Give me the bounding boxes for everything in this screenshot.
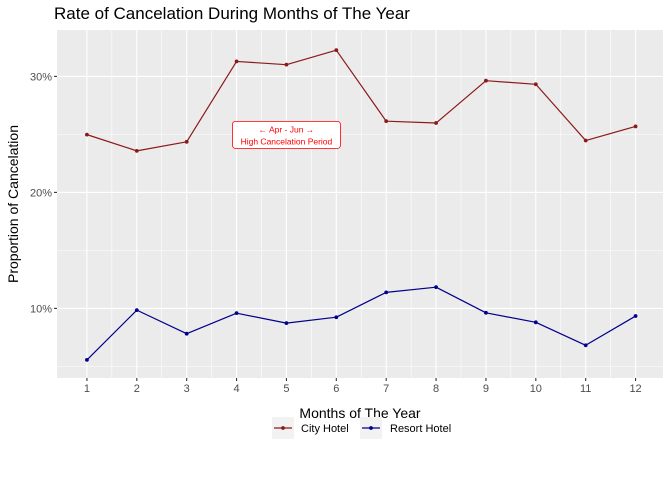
plot-panel — [57, 30, 663, 378]
city-hotel-point — [334, 48, 339, 53]
x-tick-label: 12 — [629, 383, 641, 395]
resort-hotel-point — [184, 331, 189, 336]
resort-hotel-point — [134, 308, 139, 313]
resort-hotel-point — [234, 311, 239, 316]
x-tick-label: 6 — [333, 383, 339, 395]
city-hotel-point — [184, 139, 189, 144]
y-axis: 10% 20% 30% — [30, 71, 57, 315]
city-hotel-point — [434, 121, 438, 125]
x-tick-label: 7 — [383, 383, 389, 395]
city-hotel-point — [484, 78, 488, 83]
city-hotel-legend-label: City Hotel — [301, 423, 349, 435]
x-tick-label: 11 — [580, 383, 591, 395]
resort-hotel-point — [284, 321, 289, 326]
city-hotel-point — [284, 62, 289, 67]
annotation-line-1: ← Apr - Jun → — [259, 124, 315, 134]
resort-hotel-point — [384, 290, 389, 295]
resort-hotel-legend-point — [369, 426, 373, 430]
major-gridlines — [57, 30, 663, 378]
city-hotel-point — [134, 148, 139, 153]
x-tick-label: 2 — [134, 383, 140, 395]
city-hotel-point — [384, 119, 389, 124]
x-tick-label: 4 — [233, 383, 239, 395]
x-tick-label: 8 — [433, 383, 439, 395]
x-tick-label: 5 — [283, 383, 289, 395]
y-tick-label: 10% — [30, 303, 52, 315]
resort-hotel-line — [86, 286, 636, 361]
resort-hotel-point — [533, 320, 538, 325]
resort-hotel-point — [633, 314, 638, 318]
annotation-line-2: High Cancelation Period — [241, 136, 333, 146]
legend: City Hotel Resort Hotel — [272, 417, 451, 439]
resort-hotel-point — [583, 343, 588, 348]
resort-hotel-point — [334, 315, 339, 320]
chart-title: Rate of Cancelation During Months of The… — [54, 4, 410, 23]
x-axis-title: Months of The Year — [299, 405, 420, 421]
city-hotel-point — [85, 132, 89, 137]
x-axis: 1 2 3 4 5 6 7 8 9 10 11 12 — [84, 378, 642, 395]
y-tick-label: 30% — [30, 71, 52, 83]
series-layer — [85, 48, 638, 362]
resort-hotel-legend-label: Resort Hotel — [390, 423, 451, 435]
resort-hotel-point — [484, 310, 488, 315]
y-tick-label: 20% — [30, 187, 52, 199]
city-hotel-point — [583, 138, 588, 143]
annotation-box — [232, 121, 341, 149]
city-hotel-legend-point — [281, 426, 285, 430]
y-axis-title: Proportion of Cancelation — [5, 125, 21, 283]
city-hotel-point — [234, 59, 239, 64]
city-hotel-point — [633, 124, 638, 129]
x-tick-label: 3 — [184, 383, 190, 395]
resort-hotel-point — [85, 358, 89, 362]
x-tick-label: 10 — [530, 383, 542, 395]
city-hotel-point — [533, 82, 538, 87]
annotation: ← Apr - Jun → High Cancelation Period — [232, 121, 341, 149]
minor-gridlines — [57, 30, 663, 378]
city-hotel-line — [86, 49, 636, 152]
x-tick-label: 1 — [84, 383, 90, 395]
x-tick-label: 9 — [483, 383, 489, 395]
resort-hotel-point — [434, 285, 438, 290]
